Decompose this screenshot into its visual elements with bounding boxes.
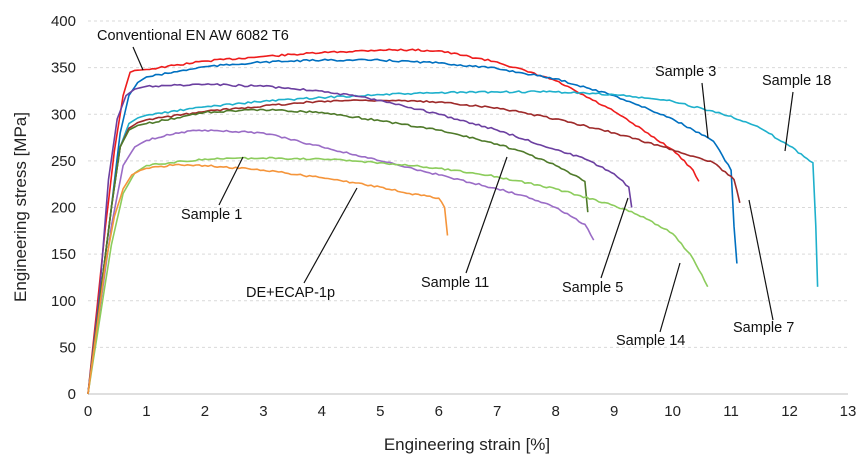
annotation-label: Conventional EN AW 6082 T6 bbox=[97, 28, 289, 44]
x-tick-label: 5 bbox=[376, 403, 384, 420]
x-tick-label: 1 bbox=[142, 403, 150, 420]
annotation-label: Sample 11 bbox=[421, 275, 489, 291]
annotation-leader bbox=[660, 263, 680, 332]
x-tick-label: 10 bbox=[664, 403, 681, 420]
annotation-label: DE+ECAP-1p bbox=[246, 285, 335, 301]
y-axis-title: Engineering stress [MPa] bbox=[11, 112, 30, 302]
x-tick-label: 13 bbox=[840, 403, 857, 420]
series-line-sample-7 bbox=[88, 100, 740, 394]
y-tick-label: 0 bbox=[68, 386, 76, 403]
annotation-label: Sample 1 bbox=[181, 207, 242, 223]
y-tick-label: 250 bbox=[51, 153, 76, 170]
x-tick-label: 4 bbox=[318, 403, 326, 420]
y-tick-label: 200 bbox=[51, 200, 76, 217]
x-axis-title: Engineering strain [%] bbox=[384, 435, 550, 454]
x-tick-label: 8 bbox=[552, 403, 560, 420]
annotation-leader bbox=[466, 157, 507, 273]
y-tick-label: 350 bbox=[51, 60, 76, 77]
series-line-de-ecap-1p bbox=[88, 164, 448, 394]
x-tick-label: 3 bbox=[259, 403, 267, 420]
y-tick-label: 50 bbox=[59, 339, 76, 356]
x-tick-label: 2 bbox=[201, 403, 209, 420]
series-annotations: Conventional EN AW 6082 T6 Sample 3 Sample… bbox=[97, 28, 831, 349]
annotation-leader bbox=[785, 92, 793, 151]
annotation-leader bbox=[304, 188, 357, 283]
annotation-label: Sample 5 bbox=[562, 280, 623, 296]
annotation-label: Sample 7 bbox=[733, 320, 794, 336]
x-tick-label: 6 bbox=[435, 403, 443, 420]
x-tick-label: 11 bbox=[723, 403, 739, 420]
x-tick-label: 12 bbox=[781, 403, 798, 420]
annotation-leader bbox=[601, 198, 628, 278]
y-tick-label: 300 bbox=[51, 106, 76, 123]
series-line-sample-14 bbox=[88, 157, 708, 394]
annotation-label: Sample 3 bbox=[655, 64, 716, 80]
annotation-label: Sample 14 bbox=[616, 333, 685, 349]
x-tick-label: 7 bbox=[493, 403, 501, 420]
x-tick-label: 0 bbox=[84, 403, 92, 420]
annotation-leader bbox=[749, 200, 773, 320]
y-tick-label: 150 bbox=[51, 246, 76, 263]
annotation-leader bbox=[219, 157, 243, 205]
annotation-leader bbox=[133, 47, 143, 70]
annotation-label: Sample 18 bbox=[762, 73, 831, 89]
y-tick-label: 400 bbox=[51, 13, 76, 30]
gridlines bbox=[88, 21, 848, 347]
series-line-sample-1 bbox=[88, 130, 594, 394]
x-tick-label: 9 bbox=[610, 403, 618, 420]
y-tick-label: 100 bbox=[51, 293, 76, 310]
